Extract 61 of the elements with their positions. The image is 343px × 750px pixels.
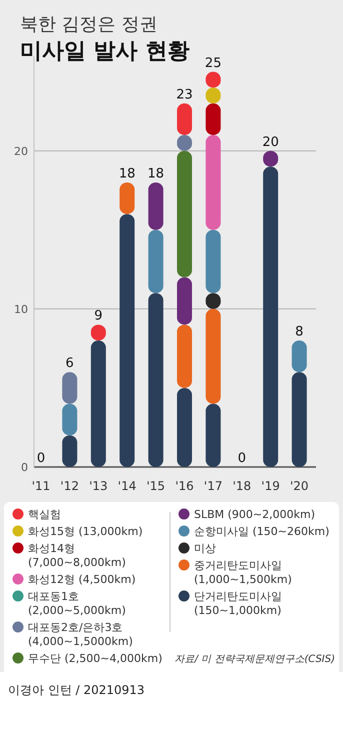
bar: [206, 135, 221, 230]
chart-subtitle: 북한 김정은 정권: [20, 14, 158, 35]
total-label: 6: [66, 356, 74, 372]
total-label: 18: [148, 166, 164, 182]
bar: [148, 230, 164, 294]
y-tick-label: 10: [14, 302, 28, 316]
bar: [206, 230, 221, 294]
bar: [206, 404, 221, 467]
bar: [90, 340, 106, 467]
total-label: 23: [176, 87, 193, 102]
x-tick-label: '20: [290, 479, 309, 493]
x-tick-label: '17: [204, 479, 222, 493]
bar: [177, 103, 192, 136]
total-label: 8: [295, 324, 304, 340]
bar: [148, 182, 164, 230]
total-label: 18: [118, 166, 136, 182]
x-tick-label: '15: [146, 479, 166, 493]
total-label: 0: [238, 451, 246, 466]
total-label: 0: [36, 451, 46, 466]
bar: [292, 340, 307, 372]
bar: [62, 435, 78, 467]
x-tick-label: '14: [118, 479, 136, 493]
total-label: 9: [94, 308, 103, 324]
bar: [292, 372, 307, 467]
legend-label: 화성14형 (7,000~8,000km): [28, 542, 126, 569]
legend-label: SLBM (900~2,000km): [194, 508, 316, 521]
legend-label: 화성15형 (13,000km): [28, 525, 143, 538]
x-tick-label: '13: [89, 479, 108, 493]
y-tick-label: 20: [14, 144, 28, 158]
x-tick-label: '19: [261, 479, 280, 493]
chart-title: 미사일 발사 현황: [20, 39, 190, 64]
text: 이경아 인턴 / 20210913: [8, 683, 145, 697]
bar: [177, 150, 192, 278]
legend-label: 미상: [194, 542, 216, 555]
bar: [206, 308, 221, 404]
bar: [148, 293, 164, 467]
bar: [120, 182, 135, 214]
bar: [263, 166, 278, 467]
x-tick-label: '18: [232, 479, 252, 493]
x-tick-label: '12: [60, 479, 79, 493]
bar: [120, 214, 135, 467]
legend-label: 대포동2호/은하3호 (4,000~1,5000km): [28, 621, 133, 648]
y-tick-label: 0: [21, 461, 28, 474]
legend-label: 핵실험: [28, 508, 61, 521]
legend-label: 중거리탄도미사일 (1,000~1,500km): [194, 559, 292, 586]
total-label: 25: [204, 56, 222, 71]
x-tick-label: '11: [32, 479, 50, 493]
bar: [62, 404, 78, 436]
bar: [206, 103, 221, 136]
bar: [62, 372, 78, 404]
bar: [177, 277, 192, 325]
legend-label: 대포동1호 (2,000~5,000km): [28, 590, 126, 617]
x-tick-label: '16: [175, 479, 194, 493]
text: 자료/ 미 전략국제문제연구소(CSIS): [174, 654, 335, 665]
legend-label: 무수단 (2,500~4,000km): [28, 652, 162, 665]
legend-label: 순항미사일 (150~260km): [194, 525, 330, 538]
legend-label: 단거리탄도미사일 (150~1,000km): [194, 590, 282, 617]
bar: [177, 388, 192, 467]
bar: [177, 324, 192, 388]
legend-label: 화성12형 (4,500km): [28, 573, 136, 586]
total-label: 20: [262, 134, 279, 150]
